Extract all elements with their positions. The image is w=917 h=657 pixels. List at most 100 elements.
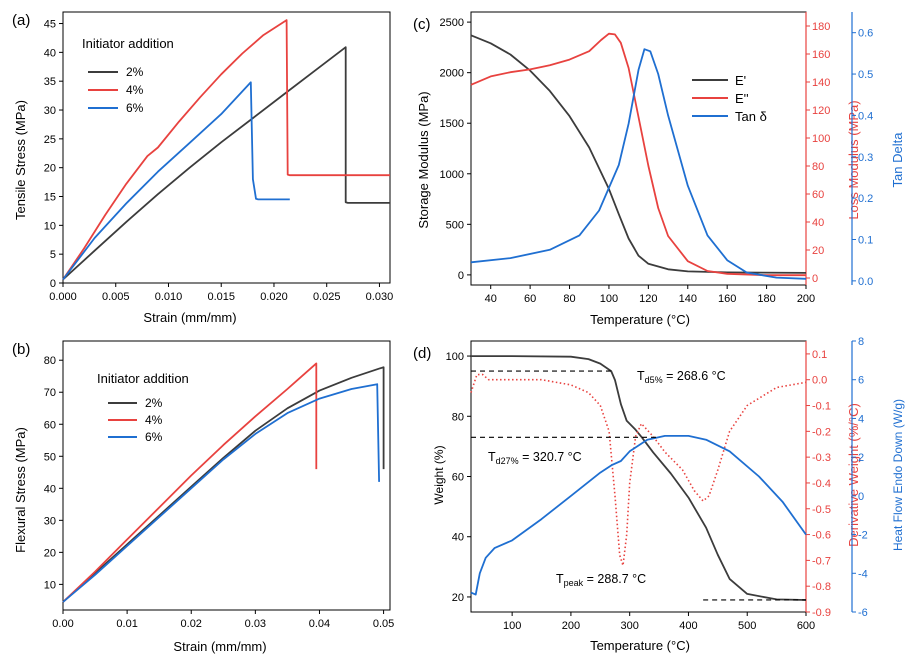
- panel-a-ylabel: Tensile Stress (MPa): [13, 100, 28, 220]
- panel-d-annotation-d5pct: Td5% = 268.6 °C: [637, 369, 726, 385]
- panel-c-xlabel: Temperature (°C): [590, 312, 690, 327]
- panel-c-xtick-label: 40: [485, 293, 497, 305]
- panel-c-xtick-label: 60: [524, 293, 536, 305]
- panel-a-chart: (a) Strain (mm/mm) Tensile Stress (MPa) …: [12, 11, 394, 325]
- panel-b-xtick-label: 0.00: [52, 618, 73, 630]
- panel-d-xlabel: Temperature (°C): [590, 638, 690, 653]
- panel-a-ytick-label: 40: [44, 47, 56, 59]
- panel-a-ytick-label: 25: [44, 134, 56, 146]
- panel-c-far-right-axis-tick-label: 0.4: [858, 110, 873, 122]
- panel-d-far-right-axis-tick-label: 6: [858, 375, 864, 387]
- panel-c-xtick-label: 100: [600, 293, 618, 305]
- panel-d-ytick-label: 60: [452, 472, 464, 484]
- panel-c-xtick-label: 180: [757, 293, 775, 305]
- panel-b-ytick-label: 30: [44, 515, 56, 527]
- panel-d-far-right-axis-tick-label: 4: [858, 413, 864, 425]
- panel-c-y2label: Loss Modulus (MPa): [846, 100, 861, 219]
- panel-d-ytick-label: 20: [452, 592, 464, 604]
- panel-c-right-axis-tick-label: 60: [812, 189, 824, 201]
- panel-c-right-axis-tick-label: 0: [812, 273, 818, 285]
- panel-d-annotation-d27pct: Td27% = 320.7 °C: [488, 450, 582, 466]
- panel-d-right-axis-tick-label: -0.5: [812, 504, 831, 516]
- panel-d-far-right-axis-tick-label: -2: [858, 530, 868, 542]
- panel-d-xtick-label: 100: [503, 620, 521, 632]
- panel-c-right-axis-tick-label: 140: [812, 77, 830, 89]
- panel-b-series-2pct: [62, 366, 385, 603]
- panel-a-series-4pct: [62, 19, 390, 281]
- panel-b-xlabel: Strain (mm/mm): [173, 639, 266, 654]
- panel-a-xtick-label: 0.005: [102, 291, 130, 303]
- panel-d-right-axis-tick-label: 0.1: [812, 349, 827, 361]
- panel-d-right-axis-tick-label: -0.2: [812, 426, 831, 438]
- panel-c-far-right-axis-tick-label: 0.1: [858, 235, 873, 247]
- panel-a-xtick-label: 0.015: [207, 291, 235, 303]
- panel-c-far-right-axis-tick-label: 0.3: [858, 152, 873, 164]
- panel-c-far-right-axis-tick-label: 0.6: [858, 28, 873, 40]
- panel-d-xtick-label: 600: [797, 620, 815, 632]
- panel-c-series-storage-modulus: [470, 34, 807, 274]
- panel-a-ytick-label: 10: [44, 220, 56, 232]
- panel-a-xtick-label: 0.020: [260, 291, 288, 303]
- panel-c-right-axis-tick-label: 100: [812, 133, 830, 145]
- panel-b-ytick-label: 50: [44, 451, 56, 463]
- panel-a-xtick-label: 0.030: [366, 291, 394, 303]
- panel-b-series-4pct: [62, 362, 318, 603]
- panel-a-ytick-label: 0: [50, 278, 56, 290]
- panel-d-right-axis-tick-label: 0.0: [812, 375, 827, 387]
- panel-a-ytick-label: 30: [44, 105, 56, 117]
- panel-c-right-axis-tick-label: 120: [812, 105, 830, 117]
- panel-d-far-right-axis-tick-label: -6: [858, 607, 868, 619]
- panel-a-xlabel: Strain (mm/mm): [143, 310, 236, 325]
- panel-c-xtick-label: 160: [718, 293, 736, 305]
- panel-c-y3label: Tan Delta: [890, 132, 905, 188]
- panel-a-ytick-label: 5: [50, 249, 56, 261]
- panel-c-ytick-label: 0: [458, 270, 464, 282]
- panel-b-xtick-label: 0.04: [309, 618, 330, 630]
- panel-b-legend-label: 6%: [145, 430, 163, 444]
- panel-c-ytick-label: 1500: [440, 118, 464, 130]
- panel-d-right-axis-tick-label: -0.3: [812, 452, 831, 464]
- panel-a-legend-label: 4%: [126, 83, 144, 97]
- panel-d-series-heat-flow: [470, 435, 807, 596]
- panel-b-ytick-label: 40: [44, 483, 56, 495]
- panel-d-xtick-label: 300: [621, 620, 639, 632]
- panel-c-xtick-label: 200: [797, 293, 815, 305]
- panel-b-xtick-label: 0.03: [245, 618, 266, 630]
- panel-a-xtick-label: 0.025: [313, 291, 341, 303]
- panel-c-xtick-label: 120: [639, 293, 657, 305]
- panel-d-far-right-axis-tick-label: 0: [858, 491, 864, 503]
- panel-d-xtick-label: 400: [679, 620, 697, 632]
- panel-a-plot-frame: [62, 11, 391, 284]
- panel-d-ytick-label: 100: [446, 351, 464, 363]
- panel-c-chart: (c) Temperature (°C) Storage Modulus (MP…: [413, 11, 905, 327]
- panel-b-xtick-label: 0.02: [181, 618, 202, 630]
- panel-b-ytick-label: 20: [44, 547, 56, 559]
- panel-a-ytick-label: 35: [44, 76, 56, 88]
- panel-d-far-right-axis-tick-label: 8: [858, 336, 864, 348]
- panel-b-legend-label: 4%: [145, 413, 163, 427]
- panel-b-legend-title: Initiator addition: [97, 371, 189, 386]
- panel-b-chart: (b) Strain (mm/mm) Flexural Stress (MPa)…: [12, 340, 394, 654]
- panel-b-ylabel: Flexural Stress (MPa): [13, 427, 28, 553]
- panel-d-series-derivative-weight: [470, 373, 807, 567]
- panel-b-legend-label: 2%: [145, 396, 163, 410]
- panel-c-legend-label: E': [735, 73, 746, 88]
- panel-d-annotation-peak: Tpeak = 288.7 °C: [556, 572, 646, 588]
- panel-c-series-loss-modulus: [470, 32, 806, 277]
- panel-b-ytick-label: 70: [44, 387, 56, 399]
- panel-d-right-axis-tick-label: -0.4: [812, 478, 831, 490]
- panel-b-ytick-label: 80: [44, 355, 56, 367]
- panel-d-ytick-label: 40: [452, 532, 464, 544]
- panel-b-ytick-label: 60: [44, 419, 56, 431]
- panel-c-far-right-axis-tick-label: 0.2: [858, 193, 873, 205]
- panel-c-ytick-label: 2500: [440, 17, 464, 29]
- panel-label-d: (d): [413, 345, 431, 362]
- panel-d-right-axis-tick-label: -0.7: [812, 555, 831, 567]
- panel-d-right-axis-tick-label: -0.8: [812, 581, 831, 593]
- panel-a-series-6pct: [62, 81, 290, 281]
- panel-a-legend-label: 6%: [126, 101, 144, 115]
- panel-c-right-axis-tick-label: 160: [812, 49, 830, 61]
- panel-b-ytick-label: 10: [44, 579, 56, 591]
- panel-c-right-axis-tick-label: 40: [812, 217, 824, 229]
- panel-d-xtick-label: 500: [738, 620, 756, 632]
